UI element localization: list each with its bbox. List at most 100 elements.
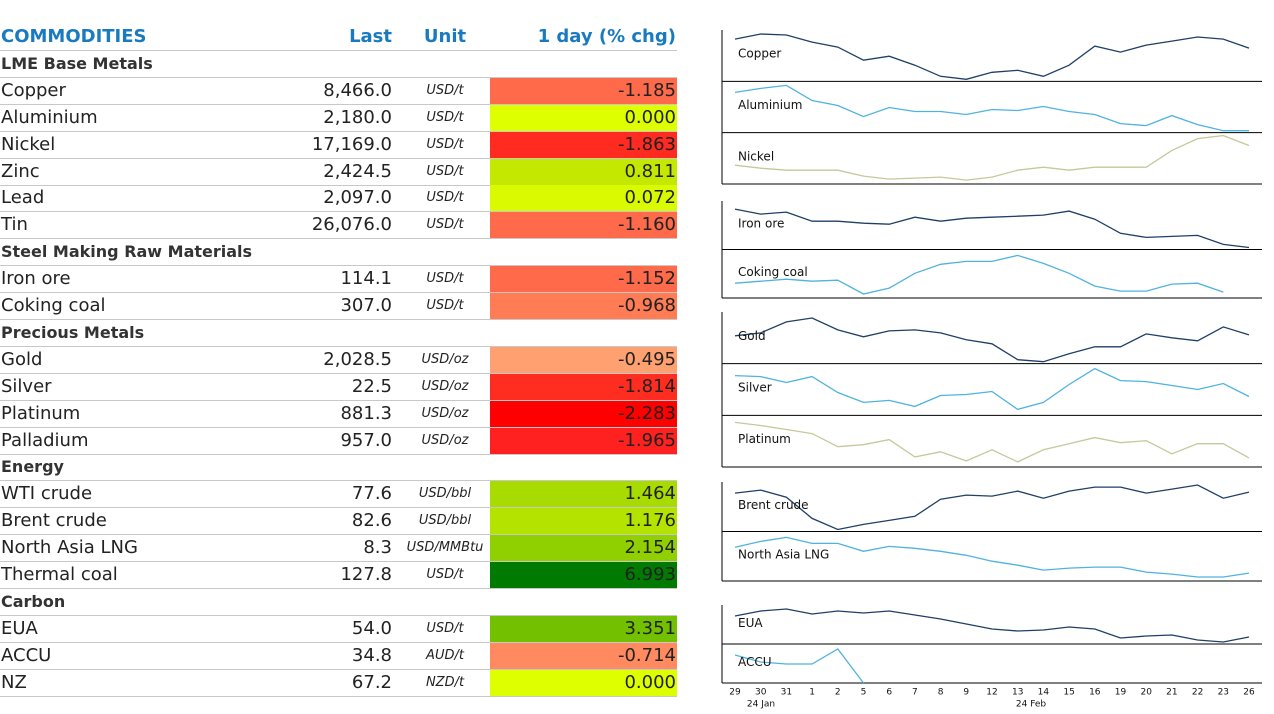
change-cell: 0.000 (490, 104, 677, 131)
change-cell: 0.811 (490, 158, 677, 185)
panel-label: Copper (738, 47, 781, 61)
last-price: 8.3 (363, 537, 392, 559)
unit: USD/oz (421, 432, 469, 448)
commodity-row: ACCU 34.8 AUD/t -0.714 (0, 642, 677, 670)
x-tick-label: 12 (986, 688, 997, 698)
unit: USD/t (426, 82, 464, 98)
change-cell: 1.464 (490, 481, 677, 508)
panel-label: Silver (738, 380, 772, 394)
last-price: 34.8 (351, 644, 392, 666)
unit: USD/t (426, 190, 464, 206)
last-price: 307.0 (340, 295, 392, 316)
sparkline (734, 254, 1224, 295)
last-price: 54.0 (351, 617, 392, 639)
commodity-row: Copper 8,466.0 USD/t -1.185 (0, 77, 677, 105)
month-label: 24 Feb (1016, 700, 1047, 710)
x-tick-label: 9 (963, 688, 969, 698)
panel-label: Iron ore (738, 216, 784, 230)
x-tick-label: 6 (886, 688, 892, 698)
change-cell: -2.283 (490, 400, 677, 427)
unit: USD/t (426, 567, 464, 582)
last-price: 77.6 (351, 483, 392, 505)
commodity-name: NZ (1, 671, 27, 693)
section-name: Steel Making Raw Materials (1, 242, 253, 262)
last-price: 114.1 (340, 268, 392, 290)
last-price: 82.6 (351, 510, 392, 532)
section-name: Precious Metals (1, 322, 145, 342)
x-tick-label: 23 (1218, 688, 1229, 698)
commodity-row: Coking coal 307.0 USD/t -0.968 (0, 293, 677, 320)
column-header: 1 day (% chg) (537, 26, 676, 47)
unit: USD/t (426, 109, 464, 125)
commodity-name: Iron ore (1, 268, 71, 290)
commodity-name: Palladium (1, 429, 89, 451)
change-cell: -1.814 (490, 373, 677, 400)
commodity-name: Platinum (1, 402, 81, 424)
commodity-name: ACCU (1, 644, 52, 666)
last-price: 2,028.5 (323, 348, 392, 370)
sparkline (734, 317, 1250, 363)
panel-label: Aluminium (738, 98, 802, 112)
x-tick-label: 16 (1089, 688, 1101, 698)
commodity-row: WTI crude 77.6 USD/bbl 1.464 (0, 481, 677, 509)
sparkline (734, 421, 1250, 463)
commodity-name: Copper (1, 79, 66, 101)
sparkline (734, 484, 1250, 531)
unit: USD/t (426, 163, 464, 179)
x-tick-label: 2 (835, 688, 841, 698)
last-price: 2,097.0 (323, 187, 392, 209)
change-cell: -1.152 (490, 266, 677, 293)
section-name: Carbon (1, 591, 66, 611)
sparkline (734, 648, 865, 684)
commodity-name: North Asia LNG (1, 537, 138, 559)
change-cell: 6.993 (490, 562, 677, 588)
commodity-name: Zinc (1, 160, 40, 182)
commodity-name: WTI crude (1, 483, 93, 505)
change-cell: -1.160 (490, 212, 677, 239)
x-tick-label: 21 (1166, 688, 1177, 698)
change-cell: 0.000 (490, 669, 677, 696)
panel-label: Coking coal (738, 265, 808, 279)
unit: USD/oz (421, 378, 469, 394)
commodity-row: Palladium 957.0 USD/oz -1.965 (0, 427, 677, 455)
unit: USD/t (426, 620, 464, 636)
unit: USD/oz (421, 351, 469, 367)
change-cell: -1.965 (490, 427, 677, 454)
unit: USD/oz (421, 405, 469, 421)
month-label: 24 Jan (747, 700, 775, 710)
unit: AUD/t (426, 647, 464, 663)
unit: USD/t (426, 217, 464, 233)
panel-label: EUA (738, 616, 763, 630)
unit: USD/t (426, 136, 464, 152)
unit: USD/t (426, 298, 464, 313)
change-cell: 3.351 (490, 615, 677, 642)
x-tick-label: 26 (1243, 688, 1255, 698)
x-tick-label: 31 (781, 688, 792, 698)
commodity-row: Brent crude 82.6 USD/bbl 1.176 (0, 508, 677, 536)
section-name: LME Base Metals (1, 53, 153, 73)
panel-label: Gold (738, 329, 766, 343)
last-price: 881.3 (340, 402, 392, 424)
column-header: Last (349, 26, 392, 47)
sparkline (734, 208, 1250, 249)
change-cell: -0.968 (490, 293, 677, 319)
x-tick-label: 30 (755, 688, 767, 698)
x-tick-label: 29 (729, 688, 741, 698)
panel-label: North Asia LNG (738, 547, 829, 561)
commodity-row: NZ 67.2 NZD/t 0.000 (0, 669, 677, 697)
last-price: 2,180.0 (323, 106, 392, 128)
sparkline (734, 134, 1250, 181)
change-cell: -1.185 (490, 77, 677, 104)
commodity-row: Aluminium 2,180.0 USD/t 0.000 (0, 104, 677, 132)
panel-label: Brent crude (738, 498, 809, 512)
section-row: LME Base Metals (0, 51, 677, 78)
sparkline (734, 536, 1250, 578)
unit: USD/MMBtu (406, 540, 484, 556)
last-price: 8,466.0 (323, 79, 392, 101)
change-cell: 0.072 (490, 185, 677, 212)
commodity-name: Silver (1, 375, 52, 397)
x-tick-label: 5 (861, 688, 867, 698)
commodity-row: Platinum 881.3 USD/oz -2.283 (0, 400, 677, 428)
commodity-name: Gold (1, 348, 43, 370)
